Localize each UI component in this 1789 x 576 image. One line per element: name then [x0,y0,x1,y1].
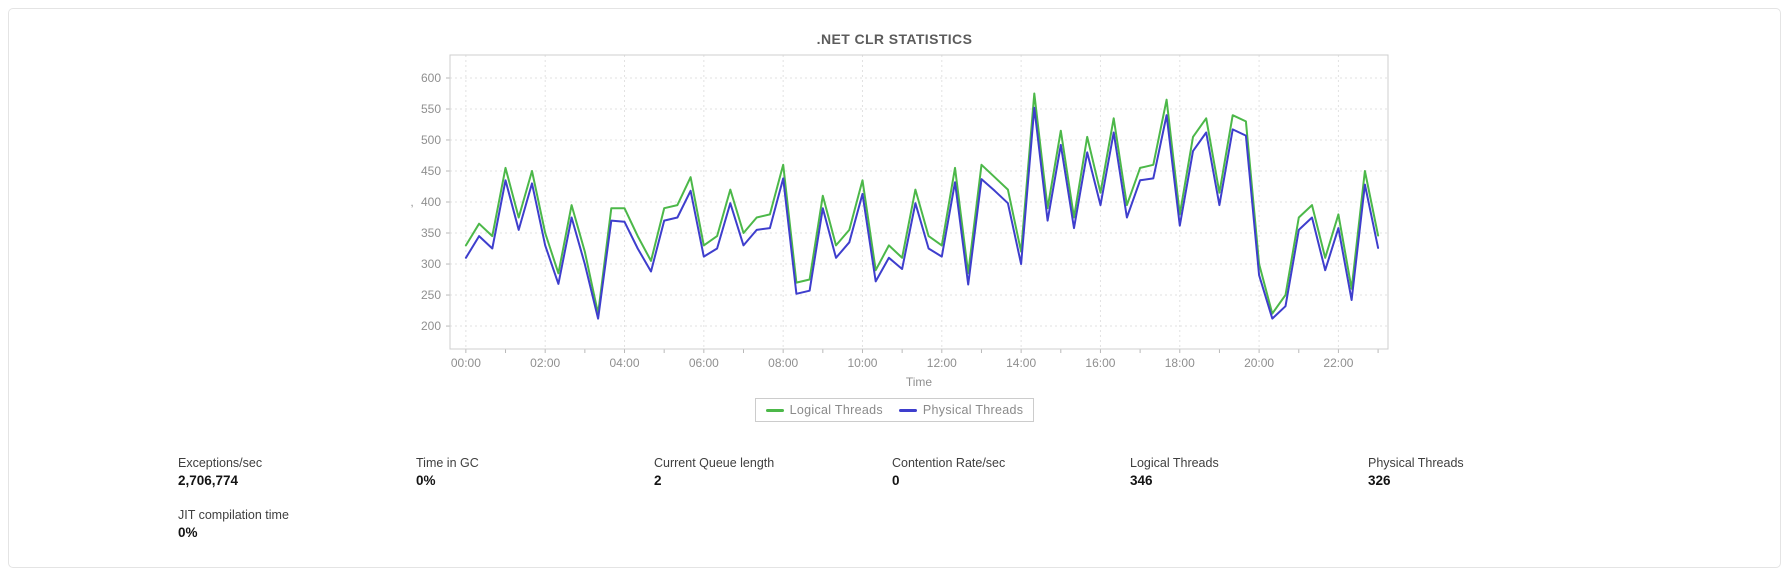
chart-title: .NET CLR STATISTICS [816,31,973,47]
svg-text:350: 350 [420,226,440,240]
stat-value: 326 [1368,473,1391,488]
stat-current-queue-length: Current Queue length 2 [654,456,892,488]
svg-text:20:00: 20:00 [1244,356,1274,370]
stat-value: 346 [1130,473,1153,488]
svg-text:22:00: 22:00 [1323,356,1353,370]
stat-label: Logical Threads [1130,456,1219,470]
stat-label: Physical Threads [1368,456,1464,470]
chart-plot-area: 600 550 500 450 400 350 300 250 200 00:00 02:00 04:… [410,54,1388,389]
svg-text:00:00: 00:00 [450,356,480,370]
stat-label: JIT compilation time [178,508,289,522]
stats-row-2: JIT compilation time 0% [9,508,1780,540]
svg-text:400: 400 [420,195,440,209]
stat-value: 0% [416,473,436,488]
stat-physical-threads: Physical Threads 326 [1368,456,1606,488]
svg-text:550: 550 [420,102,440,116]
legend-swatch-physical-threads [898,408,917,412]
svg-text:04:00: 04:00 [609,356,639,370]
stat-value: 2,706,774 [178,473,239,488]
stat-label: Exceptions/sec [178,456,263,470]
svg-text:,: , [410,195,413,209]
svg-text:200: 200 [420,319,440,333]
svg-text:Time: Time [905,375,932,389]
chart-legend: Logical Threads Physical Threads [9,398,1780,422]
svg-text:18:00: 18:00 [1164,356,1194,370]
svg-text:06:00: 06:00 [688,356,718,370]
svg-text:10:00: 10:00 [847,356,877,370]
legend-swatch-logical-threads [765,408,784,412]
svg-text:08:00: 08:00 [768,356,798,370]
stat-contention-rate: Contention Rate/sec 0 [892,456,1130,488]
svg-text:300: 300 [420,257,440,271]
stat-label: Contention Rate/sec [892,456,1006,470]
stats-row-1: Exceptions/sec 2,706,774 Time in GC 0% C… [9,456,1780,488]
legend-label-physical-threads: Physical Threads [922,403,1024,417]
svg-text:16:00: 16:00 [1085,356,1115,370]
clr-chart: 600 550 500 450 400 350 300 250 200 00:00 02:00 04:… [400,51,1390,396]
stat-label: Time in GC [416,456,479,470]
svg-text:14:00: 14:00 [1006,356,1036,370]
svg-text:450: 450 [420,164,440,178]
svg-text:600: 600 [420,71,440,85]
svg-text:250: 250 [420,288,440,302]
svg-text:12:00: 12:00 [926,356,956,370]
legend-item-logical-threads[interactable]: Logical Threads [765,403,883,417]
stat-label: Current Queue length [654,456,775,470]
stat-jit-compilation-time: JIT compilation time 0% [178,508,416,540]
legend-label-logical-threads: Logical Threads [789,403,883,417]
stat-time-in-gc: Time in GC 0% [416,456,654,488]
svg-text:02:00: 02:00 [530,356,560,370]
legend-box: Logical Threads Physical Threads [754,398,1035,422]
legend-item-physical-threads[interactable]: Physical Threads [898,403,1024,417]
stat-logical-threads: Logical Threads 346 [1130,456,1368,488]
clr-statistics-card: .NET CLR STATISTICS 600 550 500 450 400 350 30… [8,8,1781,568]
stat-exceptions-per-sec: Exceptions/sec 2,706,774 [178,456,416,488]
stat-value: 0 [892,473,900,488]
svg-text:500: 500 [420,133,440,147]
stat-value: 0% [178,525,198,540]
stat-value: 2 [654,473,662,488]
